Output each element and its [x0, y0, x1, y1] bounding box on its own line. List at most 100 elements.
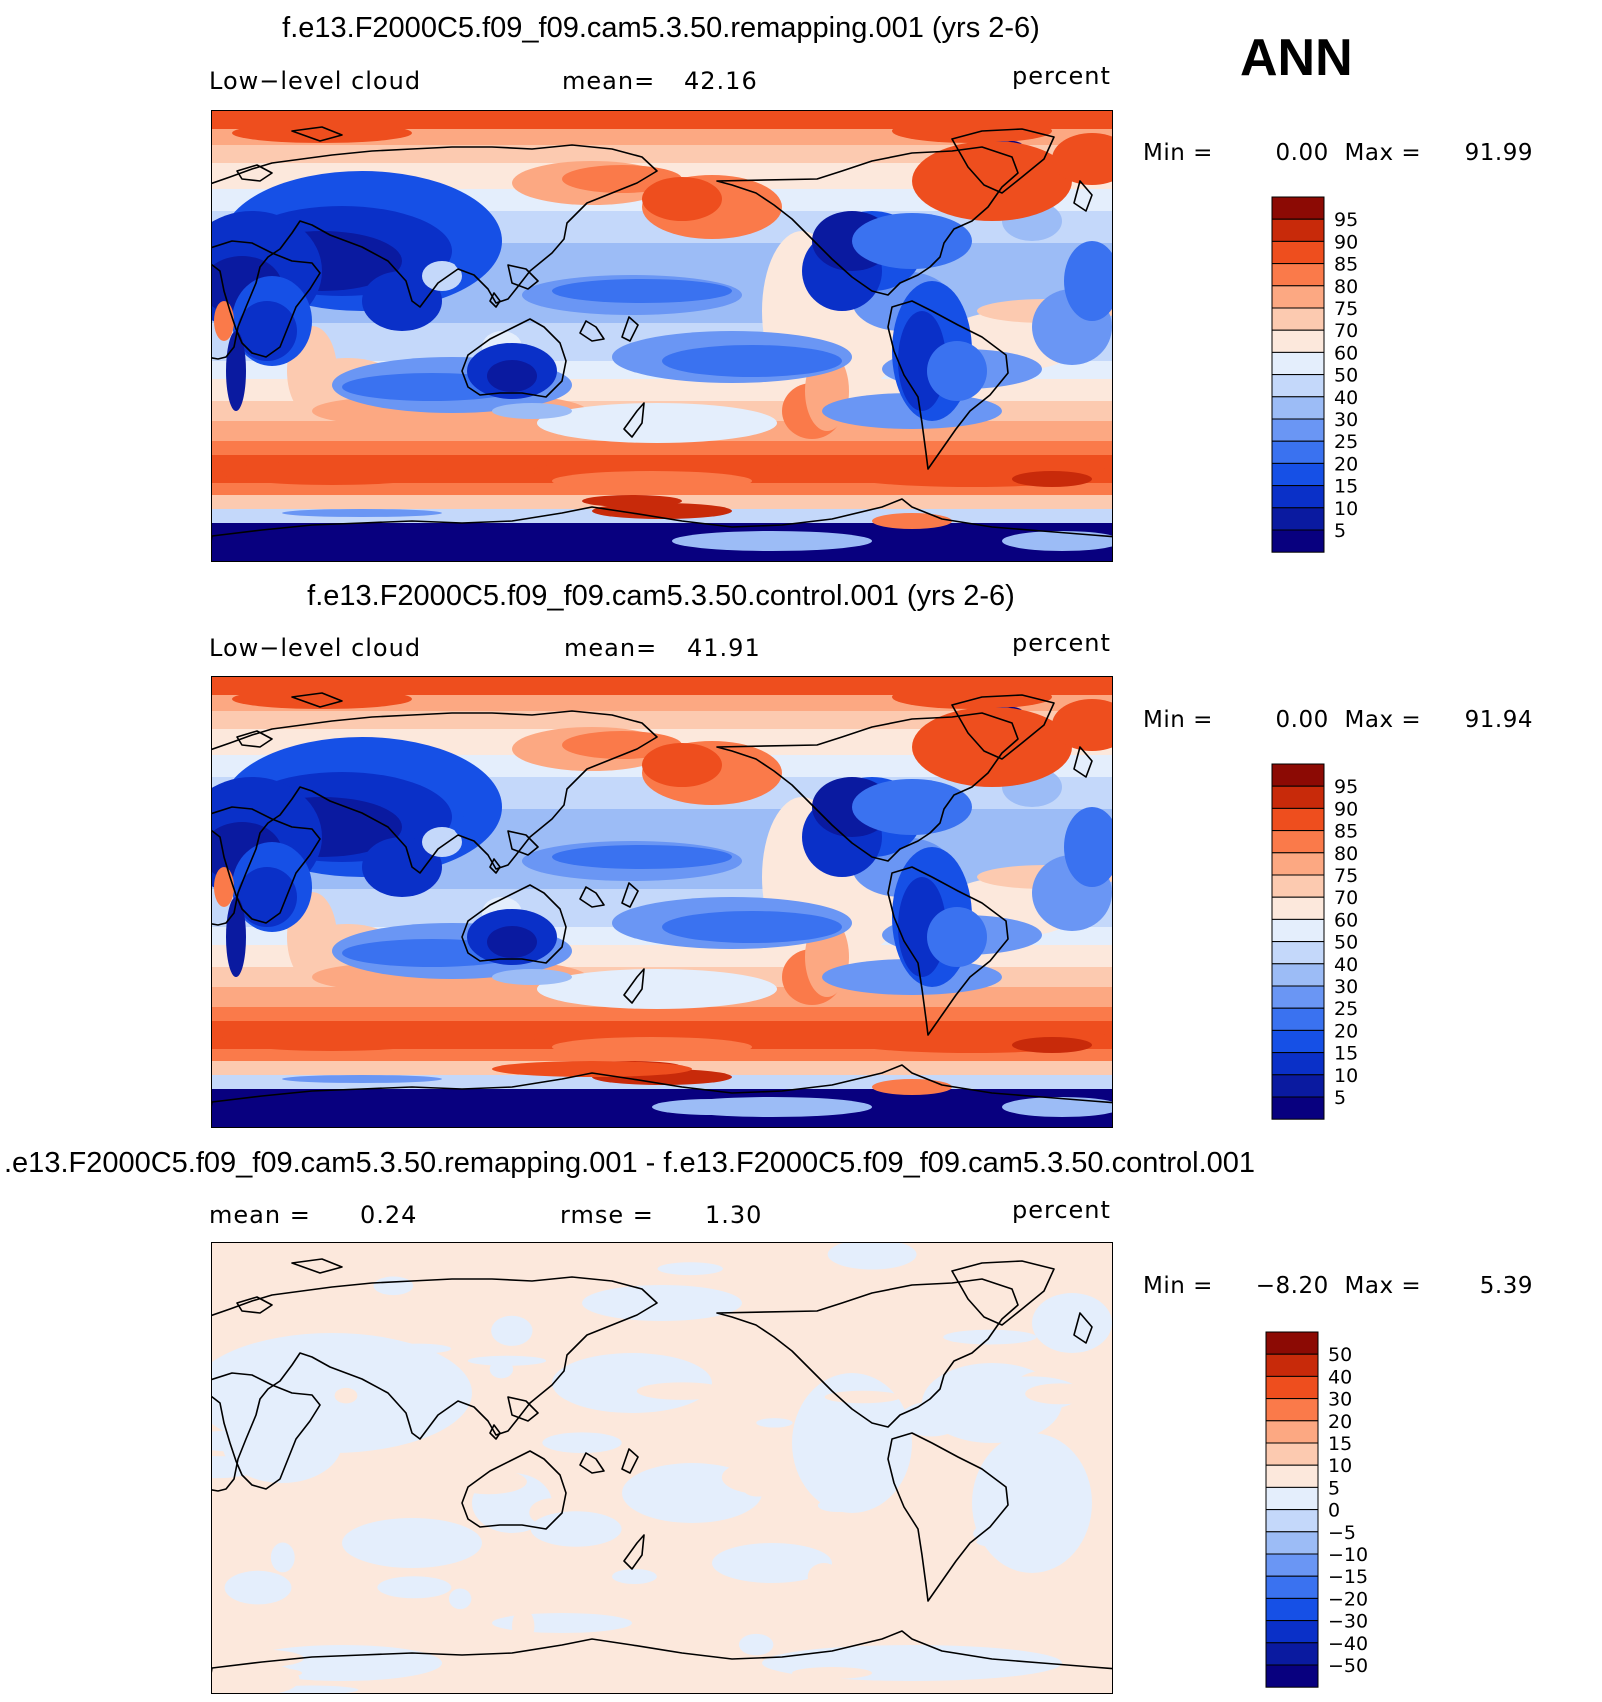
- panel-2-map: [211, 676, 1113, 1128]
- colorbar-tick-label: 15: [1328, 1433, 1352, 1455]
- panel-1-mean-label: mean=: [562, 67, 656, 95]
- colorbar-swatch: [1271, 485, 1325, 509]
- colorbar-swatch: [1271, 807, 1325, 832]
- colorbar-tick-label: −40: [1328, 1633, 1368, 1655]
- colorbar-tick-label: 75: [1334, 865, 1358, 887]
- colorbar-tick-label: 90: [1334, 798, 1358, 820]
- colorbar-swatch: [1265, 1398, 1319, 1422]
- panel-1-max-label: Max =: [1344, 140, 1422, 166]
- panel-3-mean-value: 0.24: [360, 1201, 418, 1229]
- colorbar-swatch: [1265, 1509, 1319, 1533]
- colorbar-tick-label: 20: [1328, 1411, 1352, 1433]
- panel-2-title: f.e13.F2000C5.f09_f09.cam5.3.50.control.…: [307, 580, 1015, 612]
- colorbar-swatch: [1271, 1074, 1325, 1098]
- colorbar-swatch: [1271, 1007, 1325, 1031]
- colorbar-tick-label: 10: [1334, 1065, 1358, 1087]
- colorbar-tick-label: 10: [1334, 498, 1358, 520]
- colorbar-swatch: [1265, 1353, 1319, 1377]
- colorbar-swatch: [1271, 418, 1325, 442]
- colorbar-tick-label: −15: [1328, 1566, 1368, 1588]
- colorbar-tick-label: 20: [1334, 453, 1358, 475]
- colorbar-tick-label: 80: [1334, 843, 1358, 865]
- colorbar-tick-label: 70: [1334, 887, 1358, 909]
- colorbar-tick-label: 90: [1334, 231, 1358, 253]
- colorbar-swatch: [1271, 374, 1325, 398]
- panel-3-title: .e13.F2000C5.f09_f09.cam5.3.50.remapping…: [4, 1147, 1256, 1179]
- panel-2-max-label: Max =: [1344, 707, 1422, 733]
- colorbar-swatch: [1271, 918, 1325, 943]
- colorbar-swatch: [1271, 396, 1325, 420]
- panel-2-mean-value: 41.91: [687, 634, 761, 662]
- colorbar-swatch: [1271, 218, 1325, 242]
- colorbar-swatch: [1265, 1620, 1319, 1644]
- panel-3-max-label: Max =: [1344, 1273, 1422, 1299]
- colorbar-swatch: [1265, 1375, 1319, 1400]
- colorbar-tick-label: 5: [1334, 520, 1346, 542]
- colorbar-swatch: [1271, 852, 1325, 876]
- panel-2-min-label: Min =: [1143, 707, 1213, 733]
- panel-3-units: percent: [1012, 1196, 1111, 1224]
- colorbar-swatch: [1271, 240, 1325, 265]
- colorbar-tick-label: 70: [1334, 320, 1358, 342]
- colorbar-tick-label: −10: [1328, 1544, 1368, 1566]
- colorbar-tick-label: 0: [1328, 1500, 1340, 1522]
- panel-3-mean-label: mean =: [209, 1201, 311, 1229]
- colorbar-swatch: [1271, 830, 1325, 854]
- colorbar-tick-label: 85: [1334, 254, 1358, 276]
- colorbar-swatch: [1271, 1052, 1325, 1076]
- colorbar-tick-label: 15: [1334, 476, 1358, 498]
- colorbar-tick-label: 30: [1334, 409, 1358, 431]
- colorbar-tick-label: −20: [1328, 1588, 1368, 1610]
- colorbar-tick-label: −50: [1328, 1655, 1368, 1677]
- colorbar-tick-label: 30: [1328, 1389, 1352, 1411]
- colorbar-tick-label: 95: [1334, 209, 1358, 231]
- colorbar-swatch: [1271, 963, 1325, 987]
- colorbar-tick-label: 85: [1334, 821, 1358, 843]
- colorbar-tick-label: −5: [1328, 1522, 1356, 1544]
- panel-2-variable-label: Low−level cloud: [209, 634, 422, 662]
- colorbar-tick-label: 60: [1334, 909, 1358, 931]
- panel-1-max-value: 91.99: [1464, 140, 1533, 166]
- colorbar-tick-label: 60: [1334, 342, 1358, 364]
- colorbar-tick-label: 75: [1334, 298, 1358, 320]
- panel-1-min-value: 0.00: [1275, 140, 1329, 166]
- panel-2-colorbar: 95 90 85 80 75 70 60 50 40 30 25 20 15 10 5: [1271, 763, 1402, 1121]
- panel-1-units: percent: [1012, 62, 1111, 90]
- colorbar-tick-label: 50: [1334, 365, 1358, 387]
- colorbar-tick-label: 50: [1334, 932, 1358, 954]
- colorbar-tick-label: 80: [1334, 276, 1358, 298]
- colorbar-swatch: [1271, 285, 1325, 309]
- colorbar-swatch: [1265, 1420, 1319, 1444]
- colorbar-tick-label: 5: [1334, 1087, 1346, 1109]
- colorbar-swatch: [1271, 1029, 1325, 1054]
- panel-2-mean-label: mean=: [564, 634, 658, 662]
- colorbar-swatch: [1271, 941, 1325, 965]
- colorbar-swatch: [1265, 1486, 1319, 1511]
- colorbar-swatch: [1265, 1331, 1319, 1355]
- panel-1-title: f.e13.F2000C5.f09_f09.cam5.3.50.remappin…: [282, 12, 1040, 44]
- colorbar-tick-label: −30: [1328, 1611, 1368, 1633]
- panel-1-min-max: Min = 0.00 Max = 91.99: [1143, 140, 1533, 166]
- colorbar-swatch: [1265, 1664, 1319, 1688]
- colorbar-tick-label: 20: [1334, 1020, 1358, 1042]
- colorbar-tick-label: 95: [1334, 776, 1358, 798]
- panel-1-min-label: Min =: [1143, 140, 1213, 166]
- colorbar-swatch: [1271, 196, 1325, 220]
- colorbar-swatch: [1271, 462, 1325, 487]
- panel-3-rmse-label: rmse =: [560, 1201, 654, 1229]
- colorbar-tick-label: 40: [1334, 387, 1358, 409]
- colorbar-swatch: [1271, 529, 1325, 553]
- colorbar-tick-label: 10: [1328, 1455, 1352, 1477]
- panel-2-min-max: Min = 0.00 Max = 91.94: [1143, 707, 1533, 733]
- panel-1-colorbar: 95 90 85 80 75 70 60 50 40 30 25 20 15 10 5: [1271, 196, 1402, 554]
- colorbar-tick-label: 30: [1334, 976, 1358, 998]
- colorbar-swatch: [1265, 1442, 1319, 1466]
- colorbar-tick-label: 25: [1334, 998, 1358, 1020]
- colorbar-swatch: [1271, 263, 1325, 287]
- colorbar-tick-label: 50: [1328, 1344, 1352, 1366]
- colorbar-swatch: [1265, 1531, 1319, 1555]
- colorbar-swatch: [1265, 1553, 1319, 1577]
- colorbar-swatch: [1271, 329, 1325, 353]
- colorbar-swatch: [1271, 307, 1325, 331]
- panel-3-map: [211, 1242, 1113, 1694]
